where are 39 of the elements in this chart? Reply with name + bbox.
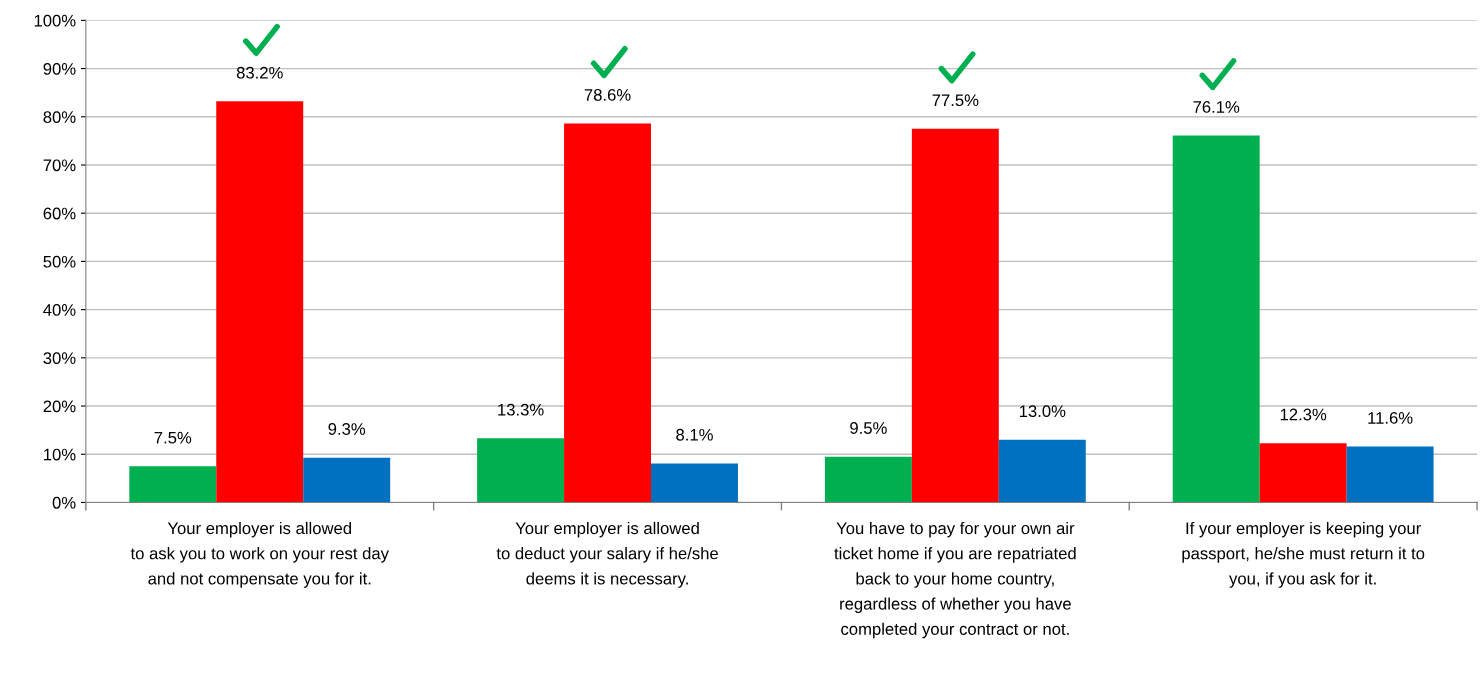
x-tick-label: If your employer is keeping your passport, he/she must return it to you, if you ask for it. — [1182, 521, 1425, 588]
data-label: 78.6% — [584, 89, 631, 101]
x-tick-label: You have to pay for your own air ticket home if you are repatriated back to your home country, regardless of whether you have completed your contract or not. — [834, 521, 1076, 639]
bar — [129, 466, 217, 503]
data-label: 9.5% — [850, 422, 887, 434]
y-tick-label: 100% — [34, 14, 76, 27]
y-tick-label: 90% — [43, 62, 76, 75]
data-label: 83.2% — [236, 66, 283, 79]
y-tick-label: 30% — [43, 352, 76, 365]
data-label: 13.0% — [1019, 405, 1066, 418]
bar — [477, 438, 565, 503]
bar — [216, 101, 304, 503]
data-label: 11.6% — [1368, 412, 1413, 424]
data-label: 7.5% — [154, 431, 192, 444]
data-label: 76.1% — [1193, 101, 1240, 113]
bar — [911, 128, 999, 503]
bar — [824, 456, 912, 503]
bar — [1259, 443, 1347, 503]
y-tick-label: 70% — [43, 159, 76, 172]
bar — [651, 463, 738, 503]
bar — [1172, 135, 1260, 503]
bar — [998, 439, 1086, 503]
y-tick-label: 40% — [43, 304, 76, 316]
y-tick-label: 10% — [44, 448, 76, 461]
data-label: 77.5% — [932, 94, 979, 107]
data-label: 8.1% — [676, 428, 713, 441]
data-label: 12.3% — [1280, 408, 1327, 421]
x-tick-label: Your employer is allowed to deduct your salary if he/she deems it is necessary. — [496, 521, 718, 588]
y-tick-label: 50% — [43, 255, 76, 268]
x-tick-label: Your employer is allowed to ask you to work on your rest day and not compensate you for it. — [130, 521, 389, 588]
bar — [1346, 446, 1434, 503]
data-label: 13.3% — [498, 403, 544, 416]
y-tick-label: 80% — [43, 111, 76, 123]
y-tick-label: 60% — [43, 207, 76, 220]
y-tick-label: 20% — [43, 400, 76, 413]
data-label: 9.3% — [328, 423, 366, 435]
bar — [303, 457, 391, 503]
bar — [564, 123, 652, 503]
y-tick-label: 0% — [52, 496, 76, 509]
